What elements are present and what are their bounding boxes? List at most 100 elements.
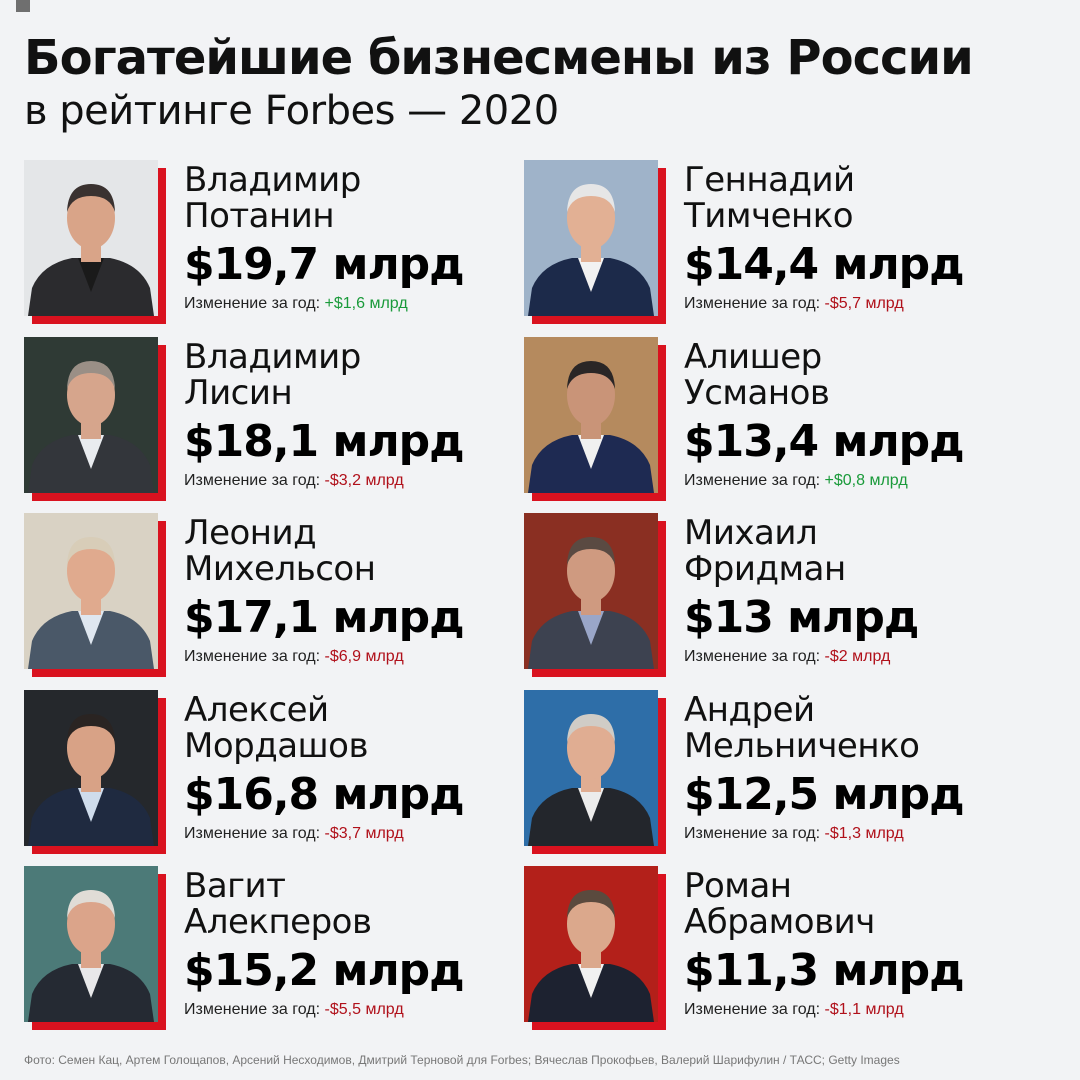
portrait-shirt <box>78 258 104 292</box>
portrait-photo <box>24 689 158 846</box>
change-label: Изменение за год: <box>684 824 821 842</box>
person-info: Михаил Фридман $13 млрд Изменение за год… <box>684 515 1054 667</box>
portrait-face <box>67 363 115 426</box>
change-label: Изменение за год: <box>684 648 821 665</box>
person-card: Роман Абрамович $11,3 млрд Изменение за … <box>524 866 1064 1043</box>
net-worth: $18,1 млрд <box>184 415 465 467</box>
first-name: Владимир <box>184 160 361 200</box>
change-value: -$3,2 млрд <box>324 471 404 489</box>
portrait-face <box>67 716 115 779</box>
portrait-hair <box>567 713 615 742</box>
net-worth: $14,4 млрд <box>684 239 965 290</box>
portrait-photo <box>524 336 658 493</box>
change-value: -$3,7 млрд <box>324 824 404 842</box>
yearly-change: Изменение за год: -$5,5 млрд <box>184 1000 554 1020</box>
net-worth: $15,2 млрд <box>184 945 465 996</box>
person-info: Андрей Мельниченко $12,5 млрд Изменение … <box>684 692 1054 844</box>
person-card: Алексей Мордашов $16,8 млрд Изменение за… <box>24 689 524 867</box>
first-name: Геннадий <box>684 160 855 200</box>
last-name: Лисин <box>184 372 293 413</box>
last-name: Михельсон <box>184 549 376 589</box>
portrait-shirt <box>578 964 604 998</box>
ranking-grid: Владимир Потанин $19,7 млрд Изменение за… <box>24 160 1064 1043</box>
person-card: Вагит Алекперов $15,2 млрд Изменение за … <box>24 866 524 1043</box>
portrait-frame <box>524 336 666 502</box>
change-label: Изменение за год: <box>684 295 821 312</box>
change-value: -$1,3 млрд <box>824 824 904 842</box>
portrait-hair <box>67 537 115 565</box>
portrait-frame <box>24 866 166 1031</box>
portrait-photo <box>24 866 158 1022</box>
portrait-frame <box>524 689 666 855</box>
yearly-change: Изменение за год: +$0,8 млрд <box>684 471 1054 491</box>
change-value: -$6,9 млрд <box>324 648 404 665</box>
yearly-change: Изменение за год: -$3,7 млрд <box>184 824 554 844</box>
portrait-photo <box>524 689 658 846</box>
last-name: Фридман <box>684 549 846 589</box>
first-name: Алексей <box>184 689 329 730</box>
person-info: Алишер Усманов $13,4 млрд Изменение за г… <box>684 339 1054 491</box>
portrait-photo <box>24 513 158 669</box>
person-card: Андрей Мельниченко $12,5 млрд Изменение … <box>524 689 1064 867</box>
last-name: Тимченко <box>684 196 854 236</box>
net-worth: $12,5 млрд <box>684 768 965 820</box>
portrait-frame <box>24 513 166 678</box>
portrait-shirt <box>578 258 604 292</box>
person-card: Алишер Усманов $13,4 млрд Изменение за г… <box>524 336 1064 514</box>
change-value: -$1,1 млрд <box>824 1001 904 1018</box>
portrait-face <box>567 893 615 955</box>
portrait-illustration <box>24 336 158 493</box>
portrait-face <box>567 187 615 249</box>
portrait-shirt <box>78 964 104 998</box>
change-value: +$1,6 млрд <box>324 295 408 312</box>
change-value: -$5,7 млрд <box>824 295 904 312</box>
portrait-illustration <box>24 160 158 316</box>
portrait-face <box>67 540 115 602</box>
person-info: Леонид Михельсон $17,1 млрд Изменение за… <box>184 515 554 667</box>
change-label: Изменение за год: <box>184 471 321 489</box>
portrait-shirt <box>578 611 604 645</box>
portrait-frame <box>24 336 166 502</box>
net-worth: $17,1 млрд <box>184 592 465 643</box>
portrait-illustration <box>24 866 158 1022</box>
first-name: Леонид <box>184 513 317 553</box>
last-name: Алекперов <box>184 902 372 942</box>
net-worth: $11,3 млрд <box>684 945 965 996</box>
portrait-frame <box>524 513 666 678</box>
person-card: Михаил Фридман $13 млрд Изменение за год… <box>524 513 1064 690</box>
person-info: Геннадий Тимченко $14,4 млрд Изменение з… <box>684 162 1054 314</box>
person-card: Владимир Лисин $18,1 млрд Изменение за г… <box>24 336 524 514</box>
portrait-shirt <box>78 611 104 645</box>
person-card: Владимир Потанин $19,7 млрд Изменение за… <box>24 160 524 337</box>
portrait-shirt <box>78 434 104 469</box>
net-worth: $19,7 млрд <box>184 239 465 290</box>
portrait-photo <box>24 336 158 493</box>
first-name: Алишер <box>684 336 822 377</box>
portrait-hair <box>567 537 615 565</box>
person-card: Геннадий Тимченко $14,4 млрд Изменение з… <box>524 160 1064 337</box>
person-info: Владимир Потанин $19,7 млрд Изменение за… <box>184 162 554 314</box>
person-info: Вагит Алекперов $15,2 млрд Изменение за … <box>184 868 554 1020</box>
change-label: Изменение за год: <box>184 824 321 842</box>
person-card: Леонид Михельсон $17,1 млрд Изменение за… <box>24 513 524 690</box>
portrait-illustration <box>24 689 158 846</box>
first-name: Владимир <box>184 336 361 377</box>
net-worth: $13 млрд <box>684 592 919 643</box>
portrait-illustration <box>524 336 658 493</box>
page-title: Богатейшие бизнесмены из России <box>24 30 974 86</box>
change-value: -$2 млрд <box>824 648 891 665</box>
portrait-illustration <box>524 689 658 846</box>
portrait-illustration <box>24 513 158 669</box>
portrait-face <box>567 363 615 426</box>
person-info: Владимир Лисин $18,1 млрд Изменение за г… <box>184 339 554 491</box>
yearly-change: Изменение за год: -$2 млрд <box>684 647 1054 667</box>
portrait-photo <box>524 866 658 1022</box>
person-info: Роман Абрамович $11,3 млрд Изменение за … <box>684 868 1054 1020</box>
portrait-face <box>67 187 115 249</box>
portrait-hair <box>67 890 115 918</box>
portrait-shirt <box>78 787 104 822</box>
portrait-illustration <box>524 866 658 1022</box>
portrait-illustration <box>524 513 658 669</box>
last-name: Потанин <box>184 196 335 236</box>
portrait-face <box>67 893 115 955</box>
